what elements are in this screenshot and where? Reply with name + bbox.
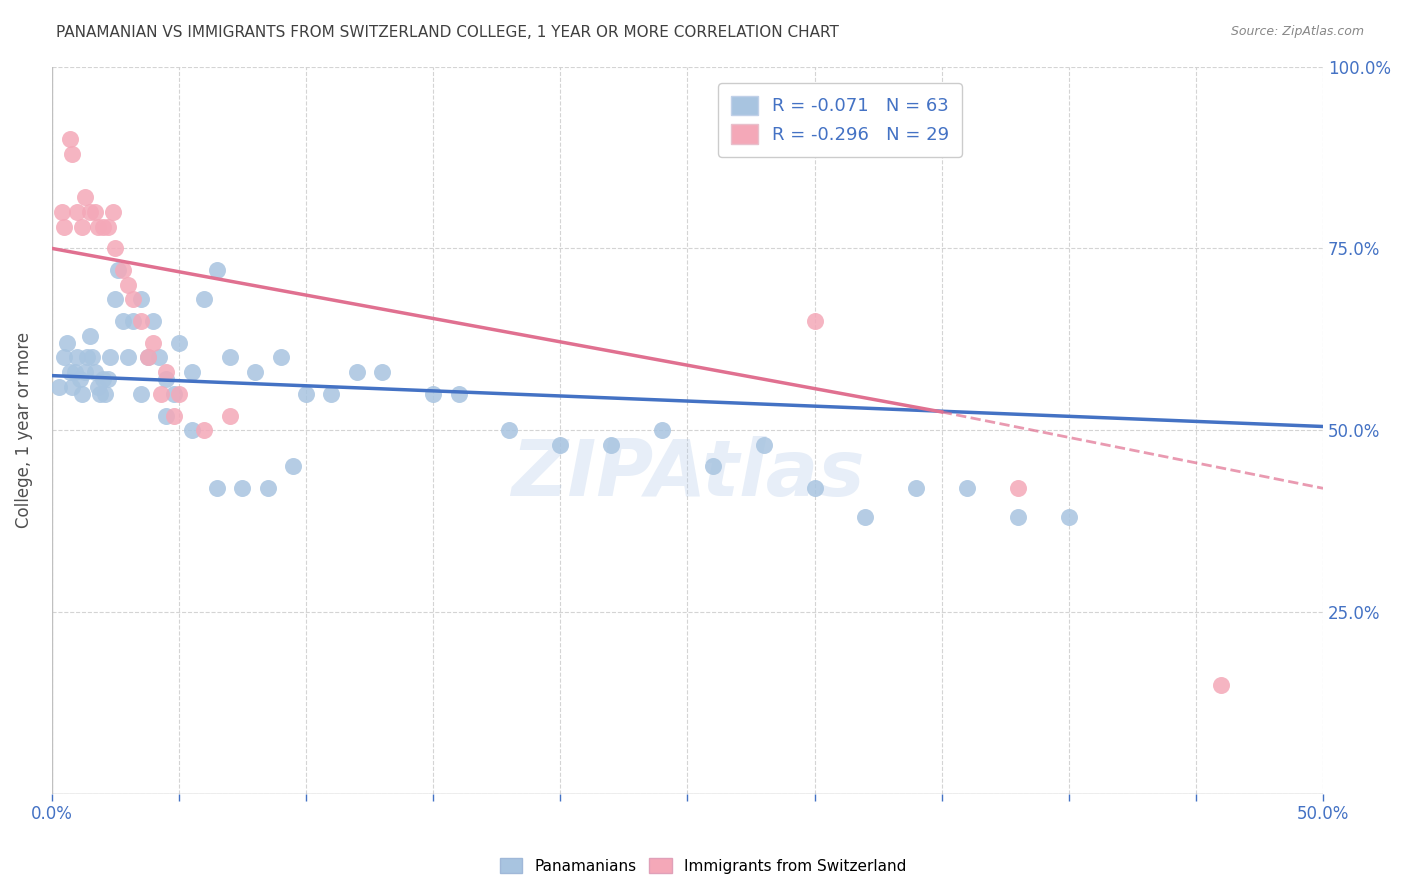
Text: Source: ZipAtlas.com: Source: ZipAtlas.com — [1230, 25, 1364, 38]
Point — [86, 219, 108, 234]
Point — [97, 219, 120, 234]
Point — [447, 386, 470, 401]
Point — [163, 409, 186, 423]
Point — [283, 459, 305, 474]
Point — [167, 335, 190, 350]
Point — [98, 351, 121, 365]
Point — [218, 409, 240, 423]
Point — [79, 205, 101, 219]
Point — [231, 481, 253, 495]
Point — [155, 372, 177, 386]
Point — [155, 365, 177, 379]
Point — [63, 365, 86, 379]
Point — [72, 219, 94, 234]
Point — [803, 481, 825, 495]
Point — [73, 365, 96, 379]
Point — [69, 372, 91, 386]
Point — [150, 386, 173, 401]
Point — [53, 219, 76, 234]
Point — [155, 409, 177, 423]
Point — [1211, 678, 1233, 692]
Point — [117, 277, 139, 292]
Point — [86, 379, 108, 393]
Point — [51, 205, 73, 219]
Point — [48, 379, 70, 393]
Point — [803, 314, 825, 328]
Point — [257, 481, 280, 495]
Point — [1057, 510, 1080, 524]
Point — [122, 314, 145, 328]
Point — [104, 241, 127, 255]
Point — [66, 351, 89, 365]
Point — [142, 314, 165, 328]
Point — [56, 335, 79, 350]
Point — [180, 423, 202, 437]
Point — [104, 292, 127, 306]
Point — [752, 438, 775, 452]
Point — [346, 365, 368, 379]
Point — [82, 351, 104, 365]
Legend: Panamanians, Immigrants from Switzerland: Panamanians, Immigrants from Switzerland — [494, 852, 912, 880]
Point — [270, 351, 292, 365]
Point — [295, 386, 318, 401]
Point — [58, 365, 80, 379]
Point — [163, 386, 186, 401]
Point — [1007, 481, 1029, 495]
Point — [66, 205, 89, 219]
Point — [600, 438, 623, 452]
Point — [905, 481, 928, 495]
Point — [550, 438, 572, 452]
Point — [243, 365, 266, 379]
Point — [91, 219, 114, 234]
Point — [79, 328, 101, 343]
Point — [218, 351, 240, 365]
Point — [111, 314, 134, 328]
Point — [321, 386, 343, 401]
Point — [651, 423, 673, 437]
Point — [498, 423, 520, 437]
Point — [855, 510, 877, 524]
Point — [73, 190, 96, 204]
Legend: R = -0.071   N = 63, R = -0.296   N = 29: R = -0.071 N = 63, R = -0.296 N = 29 — [718, 83, 962, 157]
Point — [111, 263, 134, 277]
Point — [129, 386, 152, 401]
Point — [371, 365, 394, 379]
Point — [53, 351, 76, 365]
Point — [193, 292, 215, 306]
Point — [142, 335, 165, 350]
Point — [84, 205, 107, 219]
Point — [956, 481, 979, 495]
Point — [193, 423, 215, 437]
Point — [89, 386, 111, 401]
Point — [129, 292, 152, 306]
Point — [138, 351, 160, 365]
Point — [72, 386, 94, 401]
Point — [205, 263, 228, 277]
Text: PANAMANIAN VS IMMIGRANTS FROM SWITZERLAND COLLEGE, 1 YEAR OR MORE CORRELATION CH: PANAMANIAN VS IMMIGRANTS FROM SWITZERLAN… — [56, 25, 839, 40]
Point — [91, 372, 114, 386]
Point — [148, 351, 170, 365]
Point — [180, 365, 202, 379]
Point — [94, 386, 117, 401]
Point — [76, 351, 98, 365]
Point — [58, 132, 80, 146]
Point — [702, 459, 724, 474]
Point — [117, 351, 139, 365]
Point — [107, 263, 129, 277]
Point — [97, 372, 120, 386]
Point — [129, 314, 152, 328]
Point — [1007, 510, 1029, 524]
Point — [101, 205, 124, 219]
Y-axis label: College, 1 year or more: College, 1 year or more — [15, 332, 32, 528]
Point — [60, 146, 83, 161]
Point — [138, 351, 160, 365]
Text: ZIPAtlas: ZIPAtlas — [510, 436, 865, 512]
Point — [167, 386, 190, 401]
Point — [84, 365, 107, 379]
Point — [205, 481, 228, 495]
Point — [60, 379, 83, 393]
Point — [122, 292, 145, 306]
Point — [422, 386, 444, 401]
